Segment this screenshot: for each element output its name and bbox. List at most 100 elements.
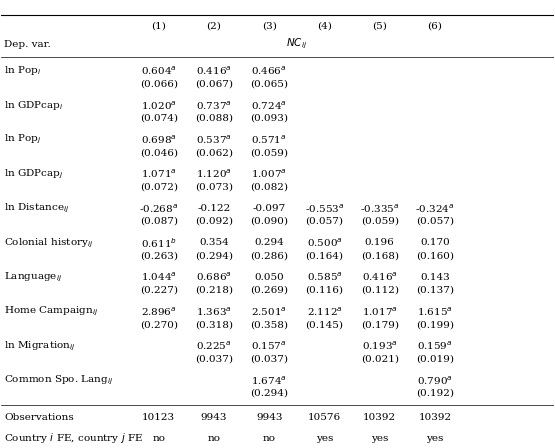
Text: 0.354: 0.354: [199, 238, 229, 247]
Text: 0.157$^a$: 0.157$^a$: [251, 340, 287, 352]
Text: (0.137): (0.137): [416, 286, 454, 295]
Text: 0.416$^a$: 0.416$^a$: [196, 65, 232, 77]
Text: 0.611$^b$: 0.611$^b$: [141, 236, 177, 250]
Text: 10123: 10123: [142, 413, 175, 422]
Text: ln Pop$_j$: ln Pop$_j$: [4, 133, 42, 146]
Text: yes: yes: [426, 434, 443, 443]
Text: (0.270): (0.270): [140, 320, 178, 329]
Text: 0.571$^a$: 0.571$^a$: [251, 134, 287, 146]
Text: 10392: 10392: [363, 413, 396, 422]
Text: (0.019): (0.019): [416, 354, 454, 363]
Text: Dep. var.: Dep. var.: [4, 40, 51, 49]
Text: 0.686$^a$: 0.686$^a$: [196, 271, 232, 284]
Text: 0.466$^a$: 0.466$^a$: [251, 65, 287, 77]
Text: (0.037): (0.037): [250, 354, 288, 363]
Text: (0.073): (0.073): [195, 183, 233, 192]
Text: (0.057): (0.057): [416, 217, 454, 226]
Text: -0.122: -0.122: [198, 204, 231, 213]
Text: 0.698$^a$: 0.698$^a$: [141, 134, 176, 146]
Text: 0.050: 0.050: [254, 273, 284, 282]
Text: -0.097: -0.097: [253, 204, 286, 213]
Text: (0.164): (0.164): [305, 251, 344, 260]
Text: Common Spo. Lang$_{ij}$: Common Spo. Lang$_{ij}$: [4, 374, 113, 387]
Text: -0.268$^a$: -0.268$^a$: [139, 202, 178, 215]
Text: 0.159$^a$: 0.159$^a$: [417, 340, 452, 352]
Text: (2): (2): [206, 21, 221, 30]
Text: (0.294): (0.294): [250, 389, 288, 398]
Text: 0.737$^a$: 0.737$^a$: [196, 99, 232, 112]
Text: (0.065): (0.065): [250, 79, 288, 88]
Text: 1.363$^a$: 1.363$^a$: [196, 306, 232, 318]
Text: 1.071$^a$: 1.071$^a$: [141, 168, 176, 180]
Text: Colonial history$_{ij}$: Colonial history$_{ij}$: [4, 236, 93, 250]
Text: 0.193$^a$: 0.193$^a$: [362, 340, 397, 352]
Text: no: no: [263, 434, 276, 443]
Text: (0.286): (0.286): [250, 251, 288, 260]
Text: 2.501$^a$: 2.501$^a$: [251, 306, 287, 318]
Text: (0.199): (0.199): [416, 320, 454, 329]
Text: (0.092): (0.092): [195, 217, 233, 226]
Text: 1.044$^a$: 1.044$^a$: [141, 271, 176, 284]
Text: 0.604$^a$: 0.604$^a$: [141, 65, 176, 77]
Text: Observations: Observations: [4, 413, 74, 422]
Text: 1.615$^a$: 1.615$^a$: [417, 306, 453, 318]
Text: (0.145): (0.145): [305, 320, 344, 329]
Text: (0.160): (0.160): [416, 251, 454, 260]
Text: no: no: [208, 434, 220, 443]
Text: (0.294): (0.294): [195, 251, 233, 260]
Text: (0.059): (0.059): [361, 217, 398, 226]
Text: (0.074): (0.074): [140, 114, 178, 123]
Text: Language$_{ij}$: Language$_{ij}$: [4, 271, 62, 284]
Text: (0.021): (0.021): [361, 354, 398, 363]
Text: 10576: 10576: [308, 413, 341, 422]
Text: (0.090): (0.090): [250, 217, 288, 226]
Text: $NC_{ij}$: $NC_{ij}$: [286, 37, 307, 52]
Text: (0.088): (0.088): [195, 114, 233, 123]
Text: 0.143: 0.143: [420, 273, 450, 282]
Text: 0.500$^a$: 0.500$^a$: [306, 237, 342, 249]
Text: 0.790$^a$: 0.790$^a$: [417, 374, 453, 387]
Text: 0.537$^a$: 0.537$^a$: [196, 134, 232, 146]
Text: (0.227): (0.227): [140, 286, 178, 295]
Text: 2.112$^a$: 2.112$^a$: [306, 306, 342, 318]
Text: ln GDPcap$_j$: ln GDPcap$_j$: [4, 168, 64, 181]
Text: -0.335$^a$: -0.335$^a$: [360, 202, 399, 215]
Text: (0.093): (0.093): [250, 114, 288, 123]
Text: (0.082): (0.082): [250, 183, 288, 192]
Text: Country $i$ FE, country $j$ FE: Country $i$ FE, country $j$ FE: [4, 431, 143, 445]
Text: 0.170: 0.170: [420, 238, 450, 247]
Text: 10392: 10392: [418, 413, 451, 422]
Text: 9943: 9943: [256, 413, 282, 422]
Text: (0.059): (0.059): [250, 148, 288, 157]
Text: (0.263): (0.263): [140, 251, 178, 260]
Text: -0.553$^a$: -0.553$^a$: [305, 202, 344, 215]
Text: 1.674$^a$: 1.674$^a$: [251, 374, 287, 387]
Text: 1.120$^a$: 1.120$^a$: [196, 168, 232, 180]
Text: 0.416$^a$: 0.416$^a$: [362, 271, 397, 284]
Text: 1.017$^a$: 1.017$^a$: [362, 306, 397, 318]
Text: (0.072): (0.072): [140, 183, 178, 192]
Text: 0.196: 0.196: [365, 238, 395, 247]
Text: 0.294: 0.294: [254, 238, 284, 247]
Text: 1.020$^a$: 1.020$^a$: [141, 99, 176, 112]
Text: (0.269): (0.269): [250, 286, 288, 295]
Text: (0.067): (0.067): [195, 79, 233, 88]
Text: ln GDPcap$_i$: ln GDPcap$_i$: [4, 99, 64, 112]
Text: (0.087): (0.087): [140, 217, 178, 226]
Text: (6): (6): [427, 21, 442, 30]
Text: (0.066): (0.066): [140, 79, 178, 88]
Text: (0.046): (0.046): [140, 148, 178, 157]
Text: yes: yes: [371, 434, 388, 443]
Text: 0.225$^a$: 0.225$^a$: [196, 340, 232, 352]
Text: (0.179): (0.179): [361, 320, 398, 329]
Text: Home Campaign$_{ij}$: Home Campaign$_{ij}$: [4, 305, 98, 318]
Text: (0.062): (0.062): [195, 148, 233, 157]
Text: (4): (4): [317, 21, 332, 30]
Text: 0.585$^a$: 0.585$^a$: [306, 271, 342, 284]
Text: ln Pop$_i$: ln Pop$_i$: [4, 65, 42, 78]
Text: ln Distance$_{ij}$: ln Distance$_{ij}$: [4, 202, 69, 215]
Text: (0.057): (0.057): [305, 217, 344, 226]
Text: 9943: 9943: [201, 413, 227, 422]
Text: (0.112): (0.112): [361, 286, 398, 295]
Text: (0.358): (0.358): [250, 320, 288, 329]
